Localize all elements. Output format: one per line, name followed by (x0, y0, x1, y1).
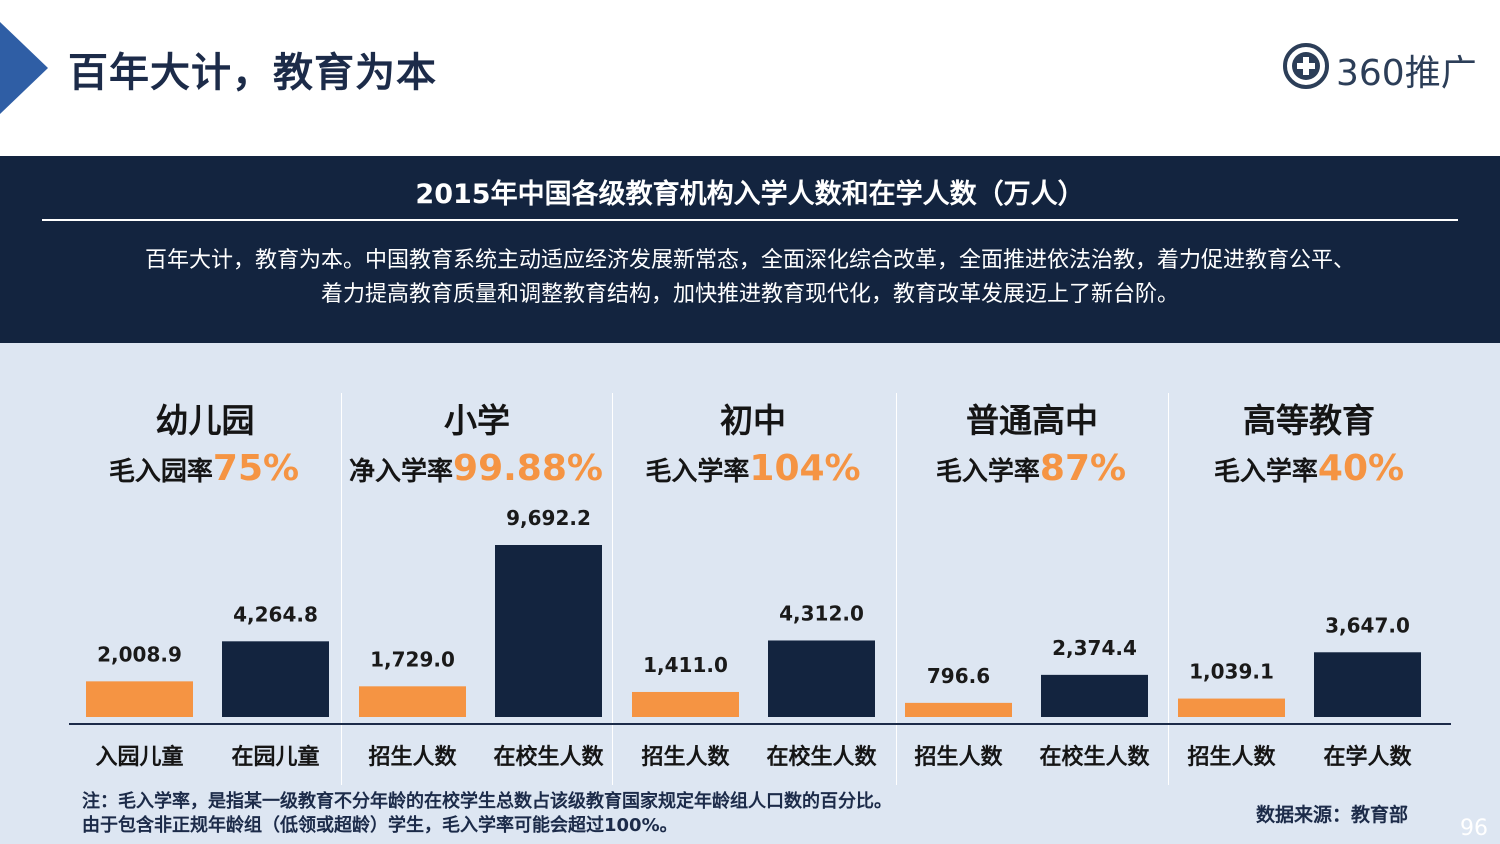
category-label: 招生人数 (1187, 744, 1276, 770)
page-title: 百年大计，教育为本 (68, 50, 437, 96)
category-label: 在校生人数 (1039, 744, 1150, 770)
group-rate: 毛入学率40% (1169, 448, 1449, 489)
rate-label: 毛入学率 (645, 457, 750, 487)
group-title: 初中 (720, 401, 786, 440)
data-label: 2,374.4 (1052, 636, 1137, 660)
group-title: 普通高中 (966, 401, 1098, 440)
brand-logo: 360推广 (1282, 40, 1482, 94)
chart-panel (0, 343, 1500, 844)
description-line: 百年大计，教育为本。中国教育系统主动适应经济发展新常态，全面深化综合改革，全面推… (144, 248, 1355, 273)
rate-label: 毛入园率 (108, 457, 213, 487)
category-label: 在校生人数 (493, 744, 604, 770)
group-rate: 毛入学率87% (891, 448, 1171, 489)
rate-label: 毛入学率 (935, 457, 1040, 487)
group-divider (1168, 393, 1169, 785)
plus-circle-icon (1283, 43, 1329, 89)
chevron-right-icon (0, 22, 48, 114)
group-divider (341, 393, 342, 785)
bar (768, 640, 875, 717)
bar (495, 545, 602, 717)
data-label: 9,692.2 (506, 506, 591, 530)
group-title: 高等教育 (1243, 401, 1375, 440)
category-label: 招生人数 (368, 744, 457, 770)
page-number: 96 (1460, 816, 1488, 841)
category-label: 入园儿童 (95, 744, 183, 770)
title-divider (42, 219, 1458, 221)
group-divider (612, 393, 613, 785)
category-label: 招生人数 (914, 744, 1003, 770)
group-title: 幼儿园 (155, 401, 255, 440)
rate-value: 40% (1317, 448, 1405, 489)
footnote: 注：毛入学率，是指某一级教育不分年龄的在校学生总数占该级教育国家规定年龄组人口数… (82, 790, 892, 838)
category-label: 招生人数 (641, 744, 730, 770)
data-label: 4,312.0 (779, 601, 864, 625)
bar (632, 691, 739, 717)
summary-band (0, 156, 1500, 343)
slide-header: 百年大计，教育为本 360推广 (0, 0, 1500, 156)
data-label: 2,008.9 (97, 642, 182, 666)
chart-title: 2015年中国各级教育机构入学人数和在学人数（万人） (415, 179, 1085, 210)
data-label: 3,647.0 (1325, 613, 1410, 637)
group-rate: 净入学率99.88% (336, 448, 616, 489)
rate-value: 99.88% (453, 448, 603, 489)
category-label: 在园儿童 (231, 744, 319, 770)
data-label: 1,729.0 (370, 647, 455, 671)
category-label: 在学人数 (1323, 744, 1412, 770)
category-label: 在校生人数 (766, 744, 877, 770)
rate-value: 75% (212, 448, 300, 489)
group-rate: 毛入园率75% (64, 448, 344, 489)
bar (1178, 698, 1285, 717)
bar (905, 702, 1012, 717)
footnote-line: 由于包含非正规年龄组（低领或超龄）学生，毛入学率可能会超过100%。 (82, 815, 678, 836)
data-label: 1,039.1 (1189, 660, 1274, 684)
footnote-line: 注：毛入学率，是指某一级教育不分年龄的在校学生总数占该级教育国家规定年龄组人口数… (82, 791, 892, 812)
bar (1314, 652, 1421, 717)
rate-label: 净入学率 (349, 457, 454, 487)
data-source: 数据来源：教育部 (1256, 804, 1409, 826)
rate-value: 87% (1039, 448, 1127, 489)
description-line: 着力提高教育质量和调整教育结构，加快推进教育现代化，教育改革发展迈上了新台阶。 (320, 282, 1179, 307)
bar (1041, 674, 1148, 717)
data-label: 4,264.8 (233, 602, 318, 626)
rate-label: 毛入学率 (1213, 457, 1318, 487)
logo-text: 360推广 (1336, 53, 1477, 94)
rate-value: 104% (749, 448, 861, 489)
group-title: 小学 (444, 401, 510, 440)
band-description: 百年大计，教育为本。中国教育系统主动适应经济发展新常态，全面深化综合改革，全面推… (50, 244, 1450, 312)
data-label: 1,411.0 (643, 653, 728, 677)
bar (86, 681, 193, 717)
bar (359, 686, 466, 717)
bar (222, 641, 329, 717)
data-label: 796.6 (927, 664, 990, 688)
group-rate: 毛入学率104% (613, 448, 893, 489)
group-divider (896, 393, 897, 785)
